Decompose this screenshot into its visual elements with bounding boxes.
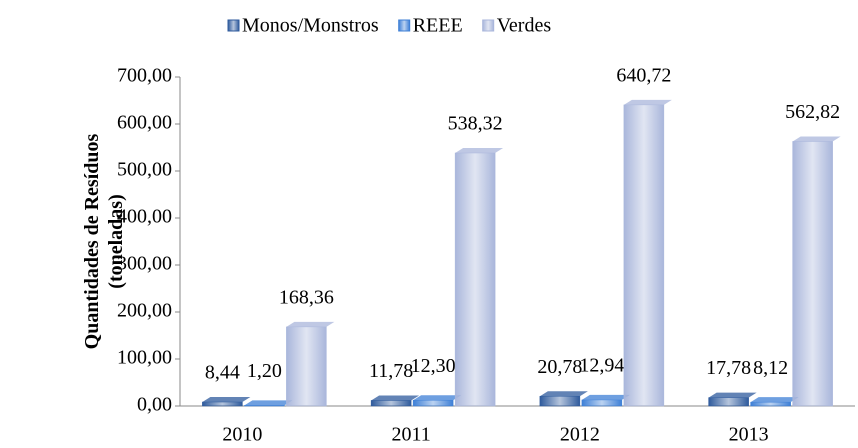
data-label: 12,30	[411, 355, 456, 377]
bar-top	[539, 391, 588, 397]
legend-label: Verdes	[497, 15, 552, 37]
y-tick-label: 0,00	[137, 394, 172, 416]
data-label: 17,78	[706, 357, 751, 379]
y-axis-label-line: Quantidades de Resíduos	[81, 133, 103, 349]
y-axis-label: Quantidades de Resíduos (toneladas)	[81, 133, 127, 349]
bar	[454, 152, 496, 407]
bar	[708, 397, 749, 407]
bar	[202, 401, 243, 407]
data-label: 562,82	[785, 101, 840, 123]
bar	[244, 405, 285, 407]
data-label: 168,36	[279, 286, 334, 308]
bar	[792, 141, 833, 407]
bar-top	[455, 147, 504, 153]
x-tick-label: 2011	[391, 424, 430, 446]
data-label: 538,32	[448, 113, 503, 135]
bar-top	[623, 99, 672, 105]
y-tick-label: 400,00	[117, 206, 172, 228]
x-tick-label: 2013	[729, 424, 769, 446]
bar-top	[413, 395, 462, 401]
bar	[412, 399, 454, 407]
legend-label: REEE	[413, 15, 463, 37]
legend-label: Monos/Monstros	[242, 15, 379, 37]
bar	[750, 401, 791, 407]
legend-swatch	[398, 19, 411, 32]
bar-top	[792, 136, 841, 142]
bar	[581, 399, 623, 407]
data-label: 1,20	[247, 360, 282, 382]
y-tick-label: 700,00	[117, 65, 172, 87]
data-label: 640,72	[616, 64, 671, 86]
x-tick-label: 2010	[222, 424, 262, 446]
bar	[539, 395, 581, 407]
bar-top	[750, 397, 799, 403]
bar	[370, 400, 412, 407]
data-label: 8,44	[205, 362, 240, 384]
bar-top	[202, 397, 251, 403]
y-tick-label: 200,00	[117, 300, 172, 322]
legend-swatch	[227, 19, 240, 32]
x-tick-label: 2012	[560, 424, 600, 446]
y-tick-label: 600,00	[117, 112, 172, 134]
bar-top	[244, 400, 293, 406]
y-tick-label: 100,00	[117, 347, 172, 369]
data-label: 8,12	[753, 357, 788, 379]
y-tick-label: 300,00	[117, 253, 172, 275]
y-tick-label: 500,00	[117, 159, 172, 181]
bar	[623, 104, 665, 407]
bar-top	[581, 394, 630, 400]
bar-top	[286, 321, 335, 327]
legend-swatch	[482, 19, 495, 32]
bar-top	[371, 395, 420, 401]
data-label: 11,78	[369, 360, 413, 382]
bar	[286, 326, 327, 407]
bar-top	[708, 392, 757, 398]
data-label: 12,94	[579, 355, 624, 377]
y-axis-label-line: (toneladas)	[105, 194, 127, 288]
data-label: 20,78	[537, 356, 582, 378]
